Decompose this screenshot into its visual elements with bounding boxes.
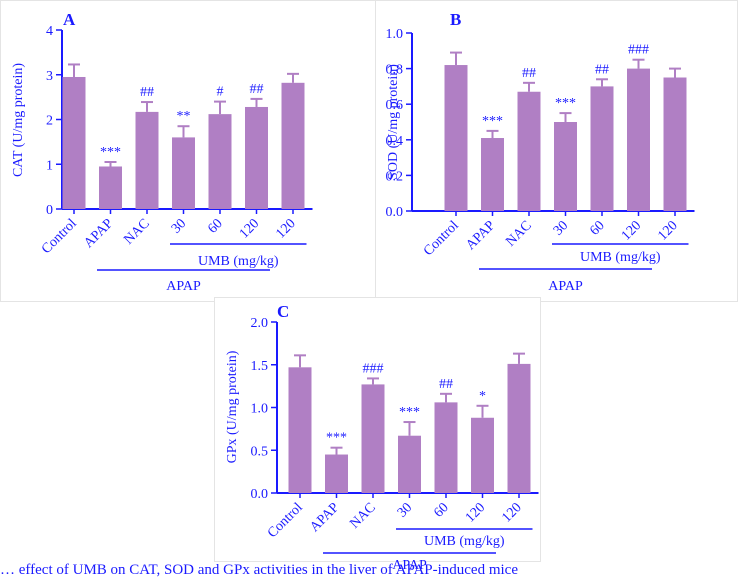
group-bracket-label: APAP xyxy=(166,279,201,294)
bar xyxy=(517,91,541,211)
group-bracket-label: UMB (mg/kg) xyxy=(424,534,505,549)
panel-label: C xyxy=(277,302,289,321)
bar xyxy=(398,435,421,493)
bar xyxy=(481,138,504,211)
bar xyxy=(554,122,577,211)
chart-panel-gpx: C GPx (U/mg protein) 0.00.51.01.52.0Cont… xyxy=(214,297,541,573)
bar xyxy=(590,86,614,211)
chart-panel-cat: A CAT (U/mg protein) 01234Control***APAP… xyxy=(0,0,376,302)
significance-marker: *** xyxy=(555,96,576,111)
y-tick-label: 4 xyxy=(46,24,53,39)
y-tick-label: 1 xyxy=(46,158,53,173)
group-bracket-label: APAP xyxy=(548,279,583,294)
y-tick-label: 2 xyxy=(46,114,53,129)
significance-marker: ## xyxy=(140,85,154,100)
y-tick-label: 0.2 xyxy=(386,169,404,184)
significance-marker: ## xyxy=(522,66,536,81)
bar xyxy=(361,384,385,493)
bar xyxy=(281,82,305,209)
bar xyxy=(444,65,468,211)
y-tick-label: 1.0 xyxy=(386,27,404,42)
significance-marker: * xyxy=(479,389,486,404)
bar xyxy=(325,454,348,493)
y-tick-label: 0.0 xyxy=(386,205,404,220)
figure-caption: … effect of UMB on CAT, SOD and GPx acti… xyxy=(0,562,518,578)
bar xyxy=(663,77,687,211)
y-tick-label: 0.4 xyxy=(386,134,404,149)
significance-marker: ## xyxy=(595,62,609,77)
chart-panel-sod: B SOD (U/mg protein) 0.00.20.40.60.81.0C… xyxy=(375,0,738,302)
bar xyxy=(62,76,86,209)
significance-marker: ** xyxy=(177,109,191,124)
y-tick-label: 2.0 xyxy=(251,316,269,331)
y-tick-label: 1.5 xyxy=(251,359,269,374)
y-tick-label: 0.8 xyxy=(386,63,404,78)
bar xyxy=(208,114,232,209)
y-tick-label: 3 xyxy=(46,69,53,84)
group-bracket-label: APAP xyxy=(392,558,427,573)
y-tick-label: 0.6 xyxy=(386,98,404,113)
y-tick-label: 1.0 xyxy=(251,402,269,417)
significance-marker: ### xyxy=(628,43,649,58)
group-bracket-label: UMB (mg/kg) xyxy=(580,250,661,265)
bar xyxy=(627,68,650,211)
bar xyxy=(245,106,268,209)
significance-marker: *** xyxy=(482,114,503,129)
significance-marker: *** xyxy=(100,145,121,160)
y-tick-label: 0.5 xyxy=(251,444,269,459)
significance-marker: *** xyxy=(326,431,347,446)
bar xyxy=(471,417,494,493)
y-axis-label: CAT (U/mg protein) xyxy=(11,63,26,177)
y-axis-label: SOD (U/mg protein) xyxy=(386,64,401,180)
bar xyxy=(507,363,531,493)
significance-marker: *** xyxy=(399,405,420,420)
panel-label: A xyxy=(63,10,76,29)
significance-marker: ## xyxy=(250,82,264,97)
significance-marker: ## xyxy=(439,377,453,392)
y-tick-label: 0 xyxy=(46,203,53,218)
y-axis-label: GPx (U/mg protein) xyxy=(225,350,240,463)
bar xyxy=(172,137,195,209)
bar xyxy=(288,367,312,493)
panel-label: B xyxy=(450,10,461,29)
significance-marker: ### xyxy=(363,361,384,376)
bar xyxy=(99,166,122,209)
y-tick-label: 0.0 xyxy=(251,487,269,502)
bar xyxy=(135,111,159,209)
significance-marker: # xyxy=(217,85,224,100)
bar xyxy=(434,402,458,493)
group-bracket-label: UMB (mg/kg) xyxy=(198,254,279,269)
